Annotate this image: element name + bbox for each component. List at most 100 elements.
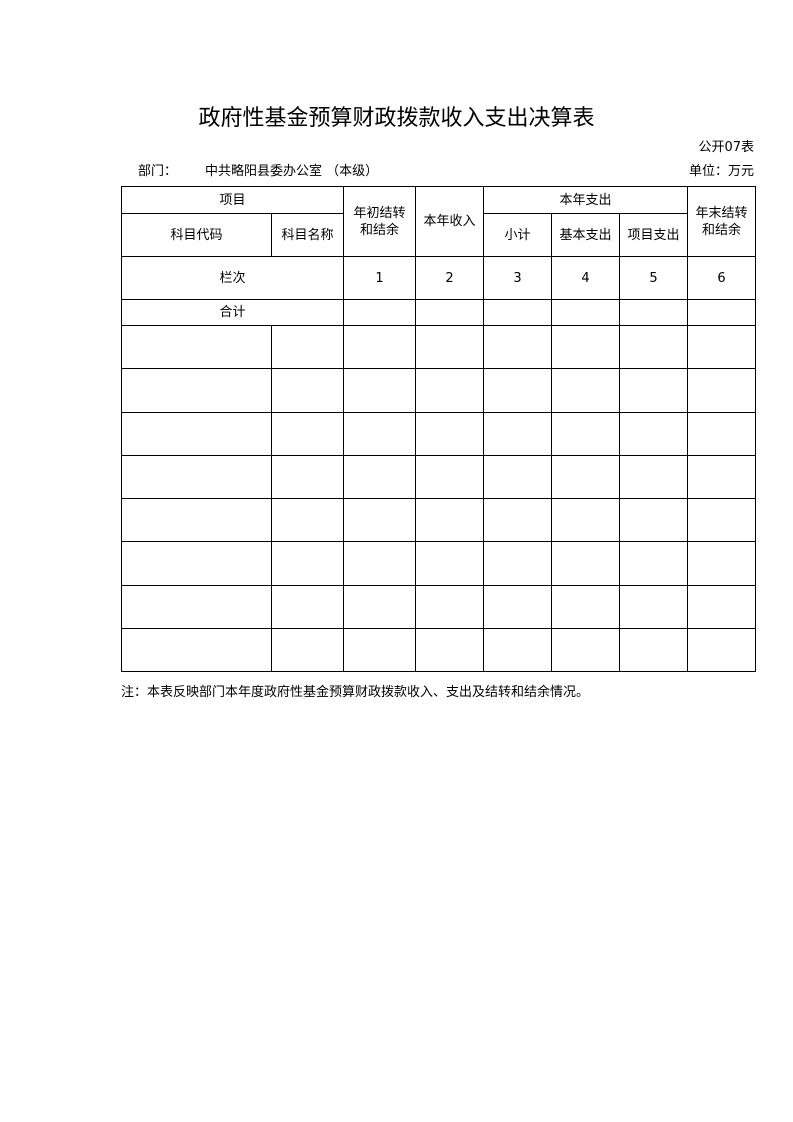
table-cell bbox=[551, 541, 621, 586]
header-name: 科目名称 bbox=[270, 213, 345, 257]
header-begin-balance: 年初结转和结余 bbox=[343, 186, 417, 257]
table-cell bbox=[551, 299, 621, 326]
table-row bbox=[121, 368, 757, 413]
form-number: 公开07表 bbox=[698, 140, 754, 155]
column-index-cell: 4 bbox=[551, 256, 621, 300]
department: 部门： 中共略阳县委办公室 （本级） bbox=[138, 163, 378, 181]
table-cell bbox=[687, 454, 757, 500]
header-subtotal: 小计 bbox=[483, 213, 553, 257]
table-cell bbox=[483, 628, 553, 673]
table-cell bbox=[551, 411, 621, 456]
table-cell bbox=[483, 411, 553, 456]
table-cell bbox=[619, 498, 689, 543]
table-cell bbox=[121, 368, 272, 413]
table-cell bbox=[270, 368, 345, 413]
table-cell bbox=[483, 299, 553, 326]
table-cell bbox=[551, 324, 621, 370]
table-cell bbox=[270, 454, 345, 500]
table-row bbox=[121, 498, 757, 543]
budget-table: 项目 年初结转和结余 本年收入 本年支出 年末结转和结余 科目代码 科目名称 小… bbox=[120, 186, 757, 673]
column-index-cell: 6 bbox=[687, 256, 757, 300]
column-index-cell: 3 bbox=[483, 256, 553, 300]
table-cell bbox=[270, 541, 345, 586]
column-index-cell: 1 bbox=[343, 256, 417, 300]
table-cell bbox=[270, 498, 345, 543]
table-cell bbox=[687, 324, 757, 370]
table-cell bbox=[619, 454, 689, 500]
unit-label: 单位：万元 bbox=[688, 164, 754, 179]
table-cell bbox=[619, 324, 689, 370]
table-cell bbox=[483, 584, 553, 630]
table-row bbox=[121, 454, 757, 500]
table-cell bbox=[687, 299, 757, 326]
table-cell bbox=[619, 411, 689, 456]
table-cell bbox=[121, 541, 272, 586]
column-index-cell: 2 bbox=[415, 256, 485, 300]
table-cell bbox=[483, 454, 553, 500]
header-income: 本年收入 bbox=[415, 186, 485, 257]
table-row bbox=[121, 584, 757, 630]
table-cell bbox=[343, 324, 417, 370]
table-cell bbox=[343, 541, 417, 586]
table-cell bbox=[619, 584, 689, 630]
header-end-balance: 年末结转和结余 bbox=[687, 186, 757, 257]
table-cell bbox=[619, 628, 689, 673]
table-cell bbox=[121, 498, 272, 543]
table-cell bbox=[483, 541, 553, 586]
table-cell bbox=[121, 584, 272, 630]
table-cell bbox=[121, 324, 272, 370]
table-cell bbox=[687, 411, 757, 456]
department-value: 中共略阳县委办公室 （本级） bbox=[205, 164, 379, 179]
table-cell bbox=[415, 541, 485, 586]
department-label: 部门： bbox=[138, 164, 178, 179]
header-project: 项目支出 bbox=[619, 213, 689, 257]
column-index-row: 栏次 1 2 3 4 5 6 bbox=[120, 256, 757, 300]
table-cell bbox=[415, 299, 485, 326]
table-cell bbox=[415, 368, 485, 413]
table-cell bbox=[343, 411, 417, 456]
table-cell bbox=[343, 628, 417, 673]
table-cell bbox=[415, 324, 485, 370]
table-cell bbox=[687, 628, 757, 673]
table-cell bbox=[551, 584, 621, 630]
column-index-cell: 5 bbox=[619, 256, 689, 300]
table-cell bbox=[415, 628, 485, 673]
table-cell bbox=[343, 454, 417, 500]
table-cell bbox=[483, 368, 553, 413]
table-cell bbox=[687, 541, 757, 586]
table-cell bbox=[551, 454, 621, 500]
table-cell bbox=[687, 584, 757, 630]
table-cell bbox=[121, 628, 272, 673]
header-expense: 本年支出 bbox=[483, 186, 689, 214]
page-title: 政府性基金预算财政拨款收入支出决算表 bbox=[198, 106, 595, 131]
table-cell bbox=[343, 498, 417, 543]
table-cell bbox=[687, 498, 757, 543]
table-row bbox=[121, 541, 757, 586]
table-row bbox=[121, 411, 757, 456]
table-cell bbox=[121, 411, 272, 456]
table-cell bbox=[619, 541, 689, 586]
header-item: 项目 bbox=[120, 186, 345, 214]
table-row bbox=[121, 628, 757, 673]
table-row bbox=[121, 324, 757, 370]
table-cell bbox=[483, 324, 553, 370]
table-cell bbox=[483, 498, 553, 543]
table-cell bbox=[415, 498, 485, 543]
total-row: 合计 bbox=[120, 299, 757, 326]
header-code: 科目代码 bbox=[121, 213, 272, 257]
table-cell bbox=[343, 584, 417, 630]
table-cell bbox=[415, 411, 485, 456]
table-cell bbox=[343, 368, 417, 413]
table-cell bbox=[343, 299, 417, 326]
table-cell bbox=[619, 299, 689, 326]
table-cell bbox=[415, 584, 485, 630]
table-cell bbox=[551, 628, 621, 673]
table-cell bbox=[415, 454, 485, 500]
table-cell bbox=[551, 498, 621, 543]
total-label: 合计 bbox=[120, 299, 345, 326]
footnote: 注：本表反映部门本年度政府性基金预算财政拨款收入、支出及结转和结余情况。 bbox=[121, 685, 590, 700]
table-cell bbox=[687, 368, 757, 413]
table-cell bbox=[270, 411, 345, 456]
table-cell bbox=[270, 628, 345, 673]
header-end-balance-text: 年末结转和结余 bbox=[695, 205, 748, 238]
